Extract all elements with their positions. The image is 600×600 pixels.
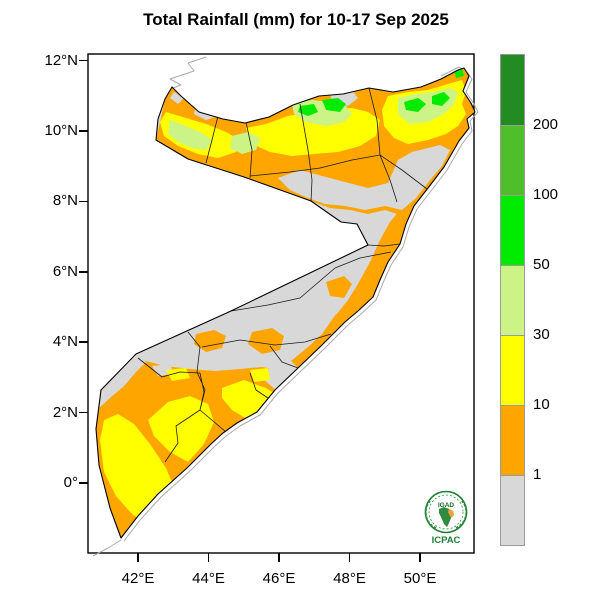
y-tick-label: 8°N — [52, 192, 78, 210]
orange-east-coast-band — [336, 206, 414, 322]
y-tick-mark — [79, 411, 88, 414]
somalia-outline — [95, 67, 476, 539]
djibouti-border-line — [169, 56, 207, 89]
colorbar-segment-green — [501, 195, 524, 265]
y-tick-label: 10°N — [44, 122, 78, 139]
map-frame — [87, 53, 475, 554]
y-tick-label: 0° — [63, 474, 78, 491]
colorbar-label: 30 — [533, 326, 550, 343]
y-tick-mark — [79, 341, 88, 343]
green-blob-east-2 — [432, 92, 450, 106]
green-blob-east-1 — [404, 98, 426, 112]
lgreen-northwest-2 — [230, 132, 260, 154]
y-tick-mark — [79, 200, 88, 203]
gray-south-west-corner — [97, 354, 146, 410]
y-tick-label: 2°N — [52, 403, 78, 421]
y-tick-label: 4°N — [52, 333, 78, 351]
y-tick-mark — [79, 59, 88, 62]
x-tick-mark — [348, 553, 351, 562]
neighbor-country-outlines — [92, 56, 479, 557]
colorbar-label: 100 — [533, 186, 559, 203]
green-blob-central-1 — [322, 98, 346, 112]
yellow-north-central-band — [246, 108, 380, 156]
x-tick-mark — [278, 553, 280, 562]
x-tick-mark — [419, 553, 421, 562]
y-tick-mark — [79, 130, 88, 132]
logo-horn-highlight — [448, 509, 454, 518]
colorbar-label: 1 — [533, 466, 542, 483]
colorbar-segment-mgreen — [501, 125, 524, 195]
colorbar-segment-lgreen — [501, 265, 524, 335]
logo-icpac-text: ICPAC — [432, 535, 461, 546]
y-tick-mark — [79, 271, 88, 273]
yellow-south-spot-2 — [250, 368, 270, 382]
kenya-coast-line — [92, 539, 122, 557]
rainfall-raster — [96, 68, 475, 538]
green-blob-central-2 — [298, 104, 318, 116]
y-tick-mark — [79, 482, 88, 484]
rainfall-patches-green — [298, 68, 464, 116]
gray-central-wedge — [278, 145, 450, 210]
colorbar-label: 10 — [533, 396, 550, 413]
x-tick-label: 50°E — [403, 570, 437, 587]
colorbar-segment-dgreen — [501, 55, 524, 125]
orange-inland-blob-2 — [248, 328, 284, 354]
x-tick-label: 44°E — [192, 570, 225, 587]
figure-title: Total Rainfall (mm) for 10-17 Sep 2025 — [143, 10, 449, 29]
colorbar-label: 50 — [533, 256, 550, 273]
offshore-coast-trace — [123, 66, 479, 542]
x-tick-mark — [137, 553, 139, 562]
rainfall-colorbar — [500, 54, 525, 546]
logo-igad-text: IGAD — [438, 502, 455, 509]
orange-inland-blob-1 — [194, 330, 226, 352]
gray-south-east-corner — [264, 366, 298, 390]
colorbar-segment-yellow — [501, 335, 524, 405]
x-tick-label: 46°E — [262, 570, 296, 587]
logo-inner-ring — [428, 494, 464, 530]
y-tick-label: 6°N — [52, 262, 78, 280]
lgreen-northwest-1 — [168, 120, 212, 150]
icpac-logo: IGAD ICPAC — [424, 490, 468, 546]
gray-coast-spot-2 — [170, 92, 184, 104]
yellow-south-central — [148, 396, 214, 462]
x-tick-label: 42°E — [121, 570, 155, 587]
orange-coast-bulge — [326, 276, 352, 298]
x-tick-mark — [207, 553, 210, 562]
colorbar-segment-orange — [501, 405, 524, 475]
colorbar-segment-gray — [501, 475, 524, 545]
colorbar-label: 200 — [533, 116, 559, 133]
y-tick-label: 12°N — [44, 51, 78, 69]
orange-coast-band-south — [291, 314, 345, 368]
x-tick-label: 48°E — [333, 570, 366, 587]
yellow-south-spot-1 — [166, 368, 190, 381]
